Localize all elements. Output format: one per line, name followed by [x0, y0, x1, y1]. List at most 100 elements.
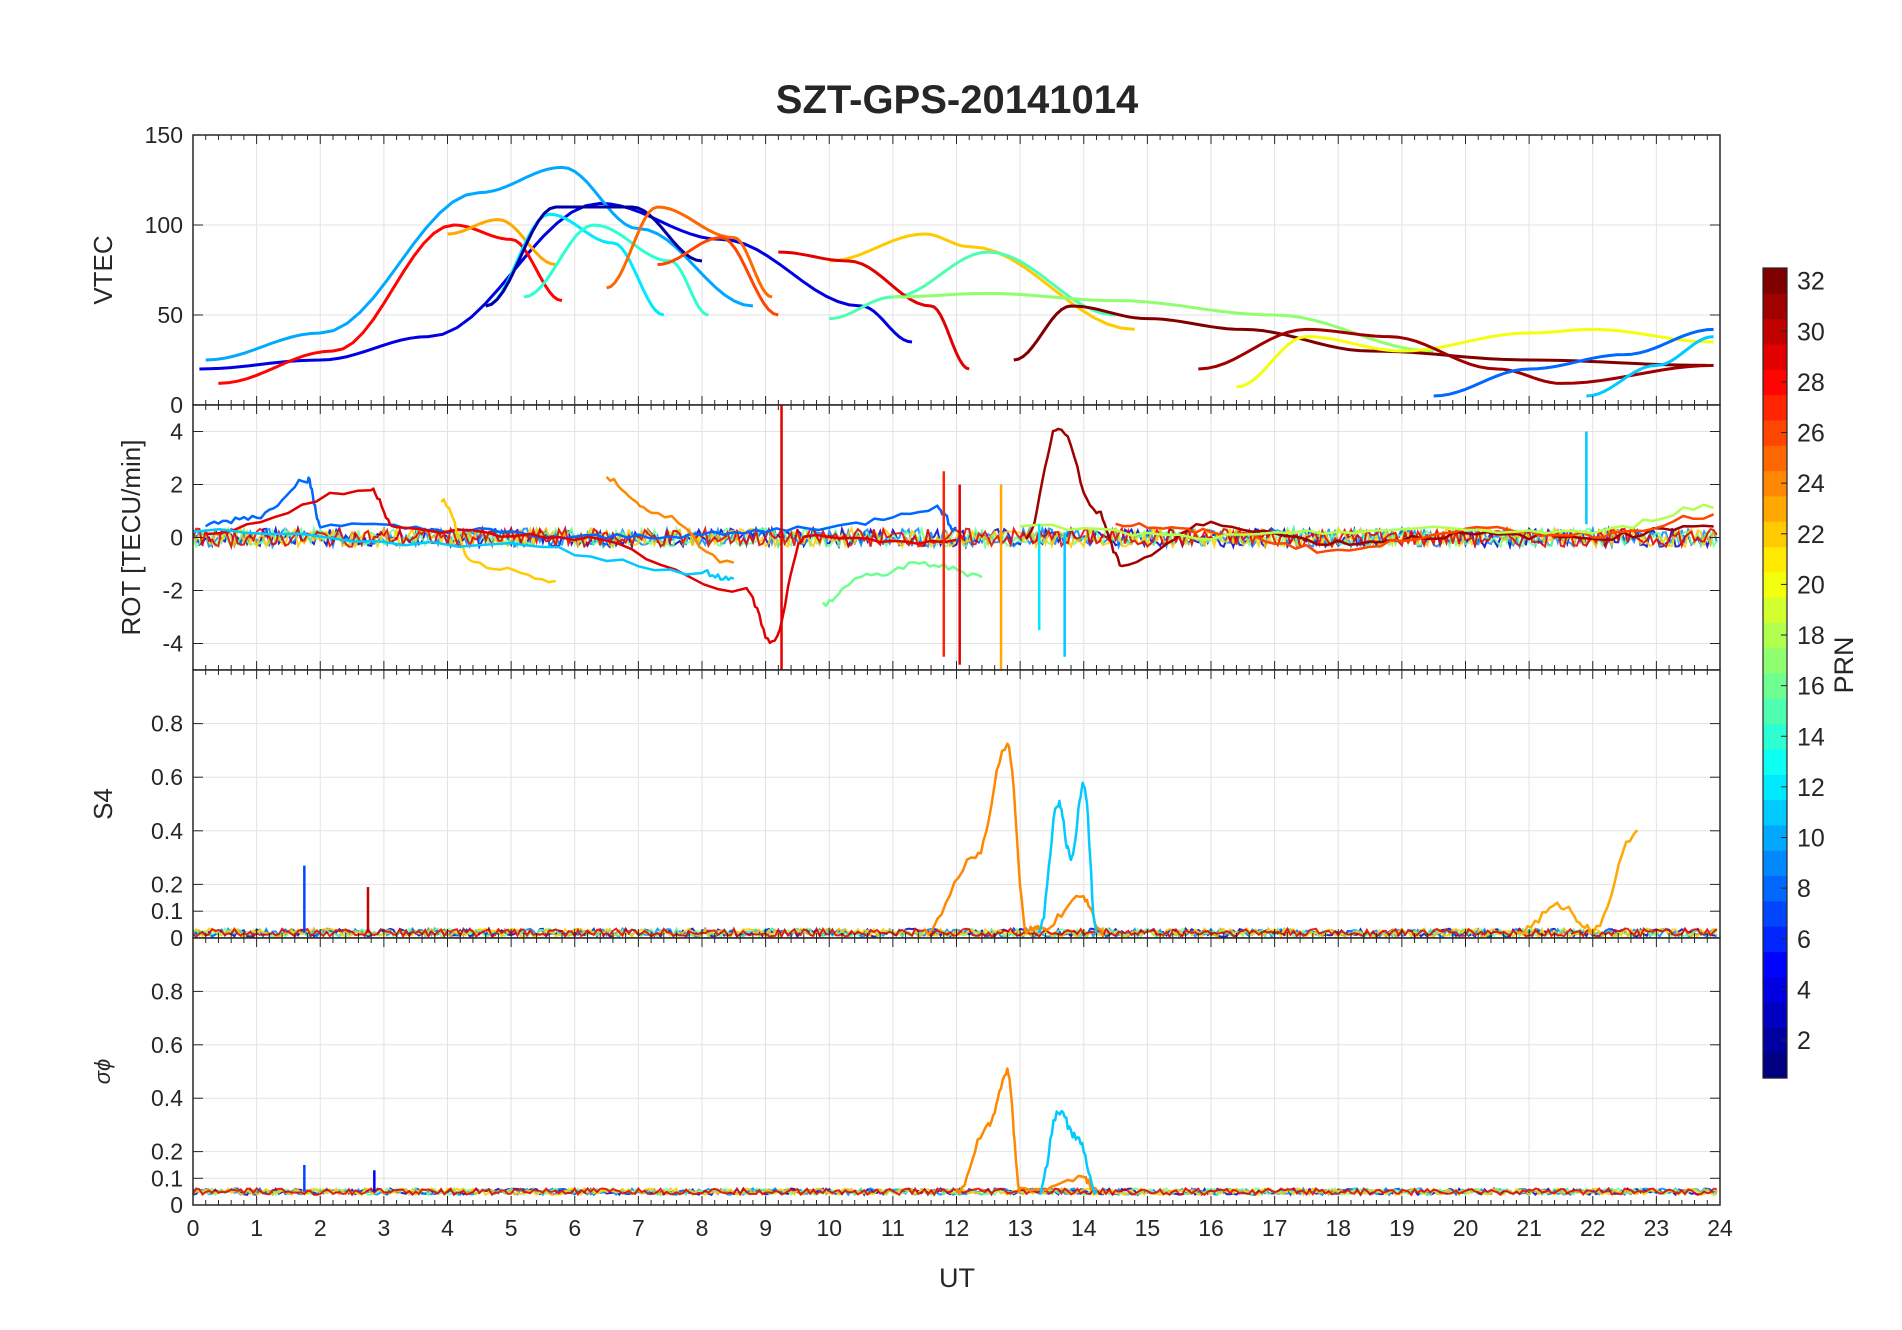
data-series-prn-22: [829, 232, 1135, 331]
data-series-prn-22: [440, 498, 556, 584]
colorbar-tick-label: 30: [1797, 318, 1825, 346]
colorbar-swatch-25: [1763, 445, 1787, 472]
colorbar-tick-label: 8: [1797, 875, 1811, 903]
y-tick-label: 0.4: [151, 1085, 183, 1111]
noise-series-prn-3: [193, 524, 1717, 551]
data-series-prn-11: [193, 528, 735, 582]
colorbar-tick-label: 6: [1797, 926, 1811, 954]
colorbar-tick-label: 28: [1797, 369, 1825, 397]
colorbar-swatch-3: [1763, 1002, 1787, 1028]
data-series-prn-24: [923, 742, 1105, 937]
colorbar-swatch-13: [1763, 748, 1787, 775]
y-tick-label: 0.6: [151, 764, 183, 790]
x-tick-label: 4: [441, 1215, 454, 1241]
x-tick-label: 11: [881, 1215, 905, 1241]
series-group: [193, 1067, 1718, 1197]
y-tick-label: 150: [145, 122, 183, 148]
x-tick-label: 5: [505, 1215, 518, 1241]
colorbar-swatch-19: [1763, 597, 1787, 623]
x-tick-label: 19: [1389, 1215, 1415, 1241]
data-series-prn-14: [523, 223, 709, 317]
colorbar-tick-label: 24: [1797, 470, 1825, 498]
y-tick-label: 0.2: [151, 871, 183, 897]
y-tick-label: 0.8: [151, 978, 183, 1004]
x-tick-label: 9: [759, 1215, 772, 1241]
data-series-prn-28: [218, 223, 563, 385]
y-tick-label: 0.8: [151, 711, 183, 737]
colorbar-swatch-1: [1763, 1052, 1787, 1079]
y-axis-label: VTEC: [88, 235, 118, 304]
x-tick-label: 21: [1516, 1215, 1542, 1241]
x-tick-label: 16: [1198, 1215, 1224, 1241]
colorbar-swatch-17: [1763, 647, 1787, 674]
panel-rot: -4 -2 0 2 4 ROT [TECU/min]: [116, 404, 1721, 671]
x-tick-label: 13: [1007, 1215, 1033, 1241]
x-tick-label: 18: [1325, 1215, 1351, 1241]
colorbar-tick-label: 22: [1797, 521, 1825, 549]
colorbar-label: PRN: [1829, 636, 1859, 693]
y-tick-label: -2: [163, 578, 183, 604]
data-series-prn-4: [199, 201, 913, 371]
colorbar-tick-label: 18: [1797, 622, 1825, 650]
colorbar-tick-label: 20: [1797, 571, 1825, 599]
data-series-prn-15: [829, 250, 1116, 321]
x-axis-label: UT: [939, 1263, 975, 1293]
data-series-prn-29: [778, 250, 970, 371]
data-series-prn-2: [485, 205, 703, 308]
data-series-prn-16: [821, 560, 983, 608]
colorbar-swatch-9: [1763, 850, 1787, 877]
colorbar-swatch-23: [1763, 495, 1787, 522]
panel-vtec: 0 50 100 150 VTEC: [88, 122, 1721, 418]
y-tick-label: 0.6: [151, 1032, 183, 1058]
colorbar-tick-label: 2: [1797, 1027, 1811, 1055]
y-tick-label: 100: [145, 212, 183, 238]
colorbar-tick-label: 16: [1797, 673, 1825, 701]
data-series-prn-29: [205, 487, 957, 645]
colorbar-tick-label: 26: [1797, 420, 1825, 448]
y-tick-label: 2: [170, 472, 183, 498]
noise-series-prn-22: [193, 1186, 1718, 1197]
colorbar-swatch-7: [1763, 900, 1787, 927]
colorbar-swatch-31: [1763, 293, 1787, 320]
colorbar-swatch-21: [1763, 546, 1787, 573]
y-tick-label: 0: [170, 525, 183, 551]
colorbar-swatch-15: [1763, 698, 1787, 725]
colorbar-frame: [1762, 267, 1788, 1079]
data-series-prn-17: [892, 291, 1434, 353]
x-tick-label: 17: [1262, 1215, 1288, 1241]
x-tick-label: 8: [696, 1215, 709, 1241]
panel-sigma-phi: 00.10.2 0.4 0.6 0.8 σϕ: [90, 937, 1721, 1218]
y-tick-label: 0.1: [151, 898, 183, 924]
data-series-prn-23: [1516, 829, 1639, 936]
chart-title: SZT-GPS-20141014: [776, 78, 1139, 122]
data-series-prn-23: [447, 218, 556, 267]
x-tick-label: 24: [1707, 1215, 1733, 1241]
colorbar-tick-label: 12: [1797, 774, 1825, 802]
x-tick-label: 7: [632, 1215, 645, 1241]
data-series-prn-25: [606, 205, 773, 299]
data-series-prn-18: [1019, 503, 1714, 541]
series-group: [193, 405, 1718, 670]
x-tick-label: 15: [1135, 1215, 1161, 1241]
y-tick-label: 0.4: [151, 818, 183, 844]
y-tick-label: 0: [170, 392, 183, 418]
x-tick-label: 2: [314, 1215, 327, 1241]
x-tick-label: 3: [377, 1215, 390, 1241]
data-series-prn-26: [657, 236, 779, 317]
data-series-prn-20: [1236, 327, 1714, 389]
y-tick-label: 0: [170, 1192, 183, 1218]
colorbar-tick-label: 10: [1797, 825, 1825, 853]
data-series-prn-11: [1038, 1109, 1098, 1196]
y-axis-label: σϕ: [90, 1059, 115, 1085]
y-axis-label: ROT [TECU/min]: [116, 440, 146, 636]
x-tick-label: 12: [944, 1215, 970, 1241]
y-tick-label: 0.2: [151, 1139, 183, 1165]
colorbar-swatch-5: [1763, 951, 1787, 978]
y-tick-label: 0.1: [151, 1165, 183, 1191]
x-axis: 0 1 2 3 4 5 6 7 8 9 10 11 12 13 14 15 16 17 18 19 20 21 22 23 24: [187, 1215, 1733, 1241]
x-tick-label: 20: [1453, 1215, 1479, 1241]
panel-s4: 00.10.2 0.4 0.6 0.8 S4: [88, 669, 1721, 951]
noise-series-prn-29: [193, 926, 1718, 938]
